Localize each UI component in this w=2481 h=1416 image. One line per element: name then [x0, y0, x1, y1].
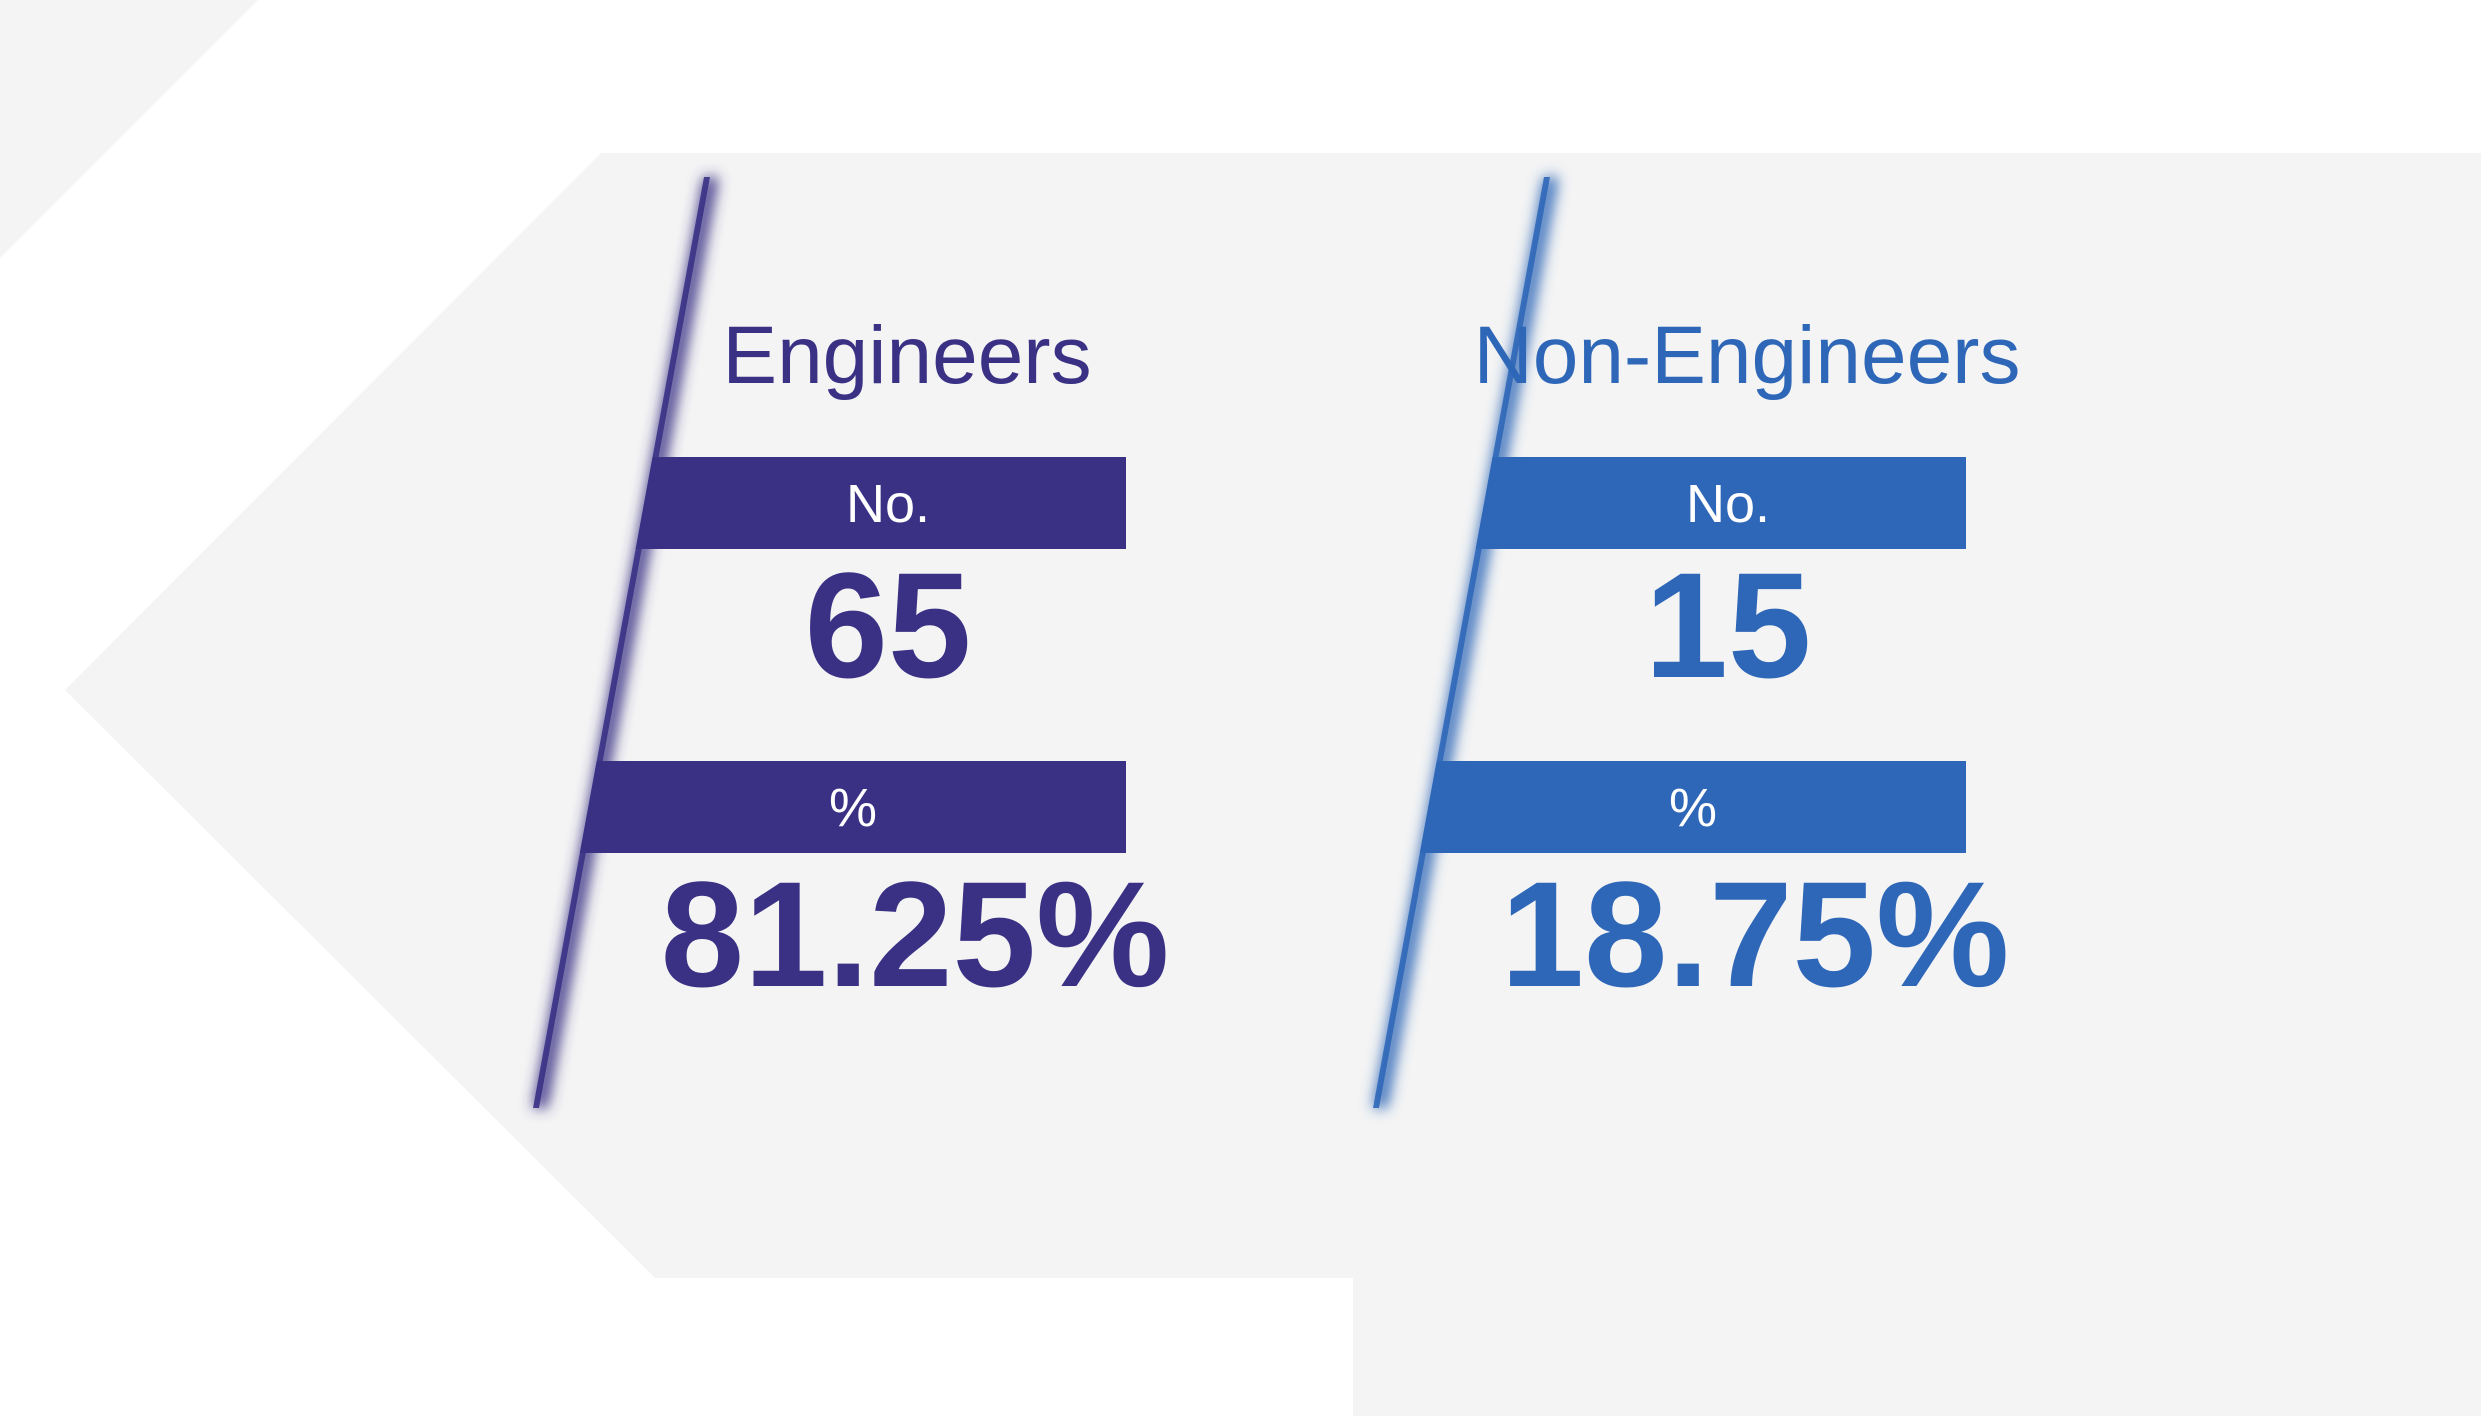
accent-edge	[1373, 177, 1550, 1108]
background-shape	[65, 153, 2481, 1416]
percent-value: 18.75%	[1501, 850, 2010, 1018]
count-label: No.	[846, 474, 930, 534]
count-label: No.	[1686, 474, 1770, 534]
percent-label: %	[829, 778, 877, 838]
count-bar	[1475, 457, 1966, 549]
percent-bar	[1419, 761, 1966, 853]
corner-shape	[0, 0, 258, 258]
count-bar	[635, 457, 1126, 549]
percent-value: 81.25%	[661, 850, 1170, 1018]
count-value: 65	[805, 541, 972, 709]
panel: Engineers No. 65% 81.25%	[533, 177, 1169, 1108]
panel-title: Non-Engineers	[1474, 310, 2021, 401]
percent-bar	[579, 761, 1126, 853]
accent-edge	[533, 177, 710, 1108]
count-value: 15	[1645, 541, 1812, 709]
percent-label: %	[1669, 778, 1717, 838]
panel-title: Engineers	[722, 310, 1091, 401]
panel: Non-Engineers No. 15% 18.75%	[1373, 177, 2020, 1108]
